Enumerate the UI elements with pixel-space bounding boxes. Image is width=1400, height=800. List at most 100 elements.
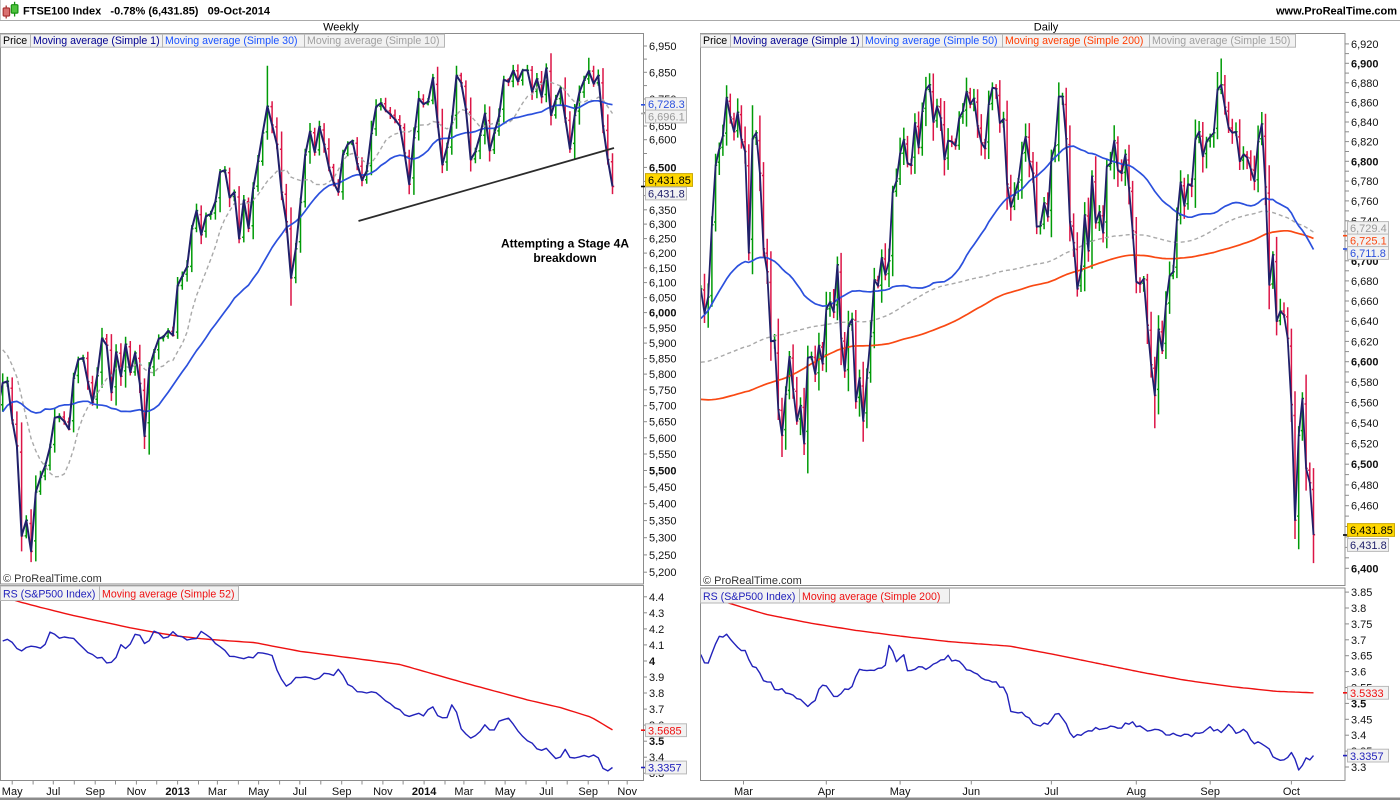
svg-text:May: May — [495, 786, 516, 798]
svg-text:6,431.8: 6,431.8 — [648, 189, 685, 201]
svg-text:6,760: 6,760 — [1351, 196, 1379, 208]
svg-text:6,400: 6,400 — [1351, 563, 1379, 575]
svg-text:Attempting a Stage 4A: Attempting a Stage 4A — [501, 237, 629, 251]
svg-text:3.9: 3.9 — [649, 672, 664, 684]
svg-text:Moving average (Simple 1): Moving average (Simple 1) — [733, 35, 860, 47]
svg-text:3.5: 3.5 — [649, 736, 664, 748]
svg-text:3.3357: 3.3357 — [648, 763, 682, 775]
svg-text:Weekly: Weekly — [323, 22, 359, 34]
svg-text:Sep: Sep — [332, 786, 352, 798]
svg-text:6,780: 6,780 — [1351, 176, 1379, 188]
svg-text:6,460: 6,460 — [1351, 501, 1379, 513]
svg-text:6,620: 6,620 — [1351, 336, 1379, 348]
svg-text:3.8: 3.8 — [649, 688, 664, 700]
svg-text:6,100: 6,100 — [649, 278, 677, 290]
svg-text:6,200: 6,200 — [649, 248, 677, 260]
svg-text:6,480: 6,480 — [1351, 480, 1379, 492]
svg-text:6,696.1: 6,696.1 — [648, 112, 685, 124]
svg-text:Jul: Jul — [293, 786, 307, 798]
svg-text:Sep: Sep — [1200, 786, 1220, 798]
svg-text:5,350: 5,350 — [649, 516, 677, 528]
svg-text:5,550: 5,550 — [649, 449, 677, 461]
svg-text:www.ProRealTime.com: www.ProRealTime.com — [1275, 6, 1397, 18]
svg-text:6,860: 6,860 — [1351, 97, 1379, 109]
svg-text:6,000: 6,000 — [649, 308, 677, 320]
svg-text:5,400: 5,400 — [649, 499, 677, 511]
svg-text:3.8: 3.8 — [1351, 603, 1366, 615]
svg-text:6,640: 6,640 — [1351, 316, 1379, 328]
svg-text:6,728.3: 6,728.3 — [648, 99, 685, 111]
svg-text:May: May — [890, 786, 911, 798]
svg-text:5,300: 5,300 — [649, 533, 677, 545]
svg-text:Moving average (Simple 1): Moving average (Simple 1) — [33, 35, 160, 47]
svg-text:6,250: 6,250 — [649, 234, 677, 246]
svg-text:5,950: 5,950 — [649, 323, 677, 335]
svg-text:Sep: Sep — [578, 786, 598, 798]
svg-text:6,820: 6,820 — [1351, 137, 1379, 149]
svg-text:© ProRealTime.com: © ProRealTime.com — [3, 573, 102, 585]
svg-text:Daily: Daily — [1034, 22, 1059, 34]
svg-text:6,500: 6,500 — [1351, 459, 1379, 471]
svg-text:5,600: 5,600 — [649, 433, 677, 445]
svg-text:3.85: 3.85 — [1351, 587, 1372, 599]
svg-text:6,850: 6,850 — [649, 67, 677, 79]
svg-text:6,050: 6,050 — [649, 293, 677, 305]
svg-text:Moving average (Simple 52): Moving average (Simple 52) — [102, 588, 234, 600]
svg-text:6,600: 6,600 — [1351, 357, 1379, 369]
svg-text:6,520: 6,520 — [1351, 439, 1379, 451]
svg-text:6,560: 6,560 — [1351, 398, 1379, 410]
svg-text:3.75: 3.75 — [1351, 619, 1372, 631]
svg-text:5,250: 5,250 — [649, 550, 677, 562]
svg-text:5,700: 5,700 — [649, 401, 677, 413]
svg-text:6,650: 6,650 — [649, 121, 677, 133]
svg-text:Sep: Sep — [85, 786, 105, 798]
svg-text:4.1: 4.1 — [649, 640, 664, 652]
svg-text:5,750: 5,750 — [649, 385, 677, 397]
svg-text:4.2: 4.2 — [649, 624, 664, 636]
svg-text:6,660: 6,660 — [1351, 296, 1379, 308]
svg-text:5,900: 5,900 — [649, 338, 677, 350]
svg-text:Nov: Nov — [127, 786, 147, 798]
svg-text:6,880: 6,880 — [1351, 78, 1379, 90]
svg-text:6,800: 6,800 — [1351, 156, 1379, 168]
svg-text:Moving average (Simple 150): Moving average (Simple 150) — [1152, 35, 1290, 47]
svg-text:6,431.85: 6,431.85 — [1350, 525, 1393, 537]
svg-text:5,450: 5,450 — [649, 482, 677, 494]
svg-text:3.5: 3.5 — [1351, 698, 1366, 710]
svg-text:breakdown: breakdown — [533, 251, 596, 265]
svg-text:RS (S&P500 Index): RS (S&P500 Index) — [703, 591, 795, 603]
svg-text:Moving average (Simple 10): Moving average (Simple 10) — [307, 35, 439, 47]
svg-text:3.3: 3.3 — [1351, 762, 1366, 774]
svg-text:6,350: 6,350 — [649, 205, 677, 217]
svg-text:3.5685: 3.5685 — [648, 725, 682, 737]
svg-text:5,650: 5,650 — [649, 417, 677, 429]
svg-text:5,200: 5,200 — [649, 567, 677, 579]
svg-text:6,431.85: 6,431.85 — [648, 175, 691, 187]
svg-text:Moving average (Simple 200): Moving average (Simple 200) — [1005, 35, 1143, 47]
svg-text:Apr: Apr — [818, 786, 835, 798]
svg-text:Price: Price — [703, 35, 727, 47]
svg-text:3.7: 3.7 — [649, 704, 664, 716]
svg-text:6,680: 6,680 — [1351, 276, 1379, 288]
svg-text:5,800: 5,800 — [649, 369, 677, 381]
svg-text:5,850: 5,850 — [649, 354, 677, 366]
svg-text:May: May — [248, 786, 269, 798]
svg-text:6,711.8: 6,711.8 — [1350, 248, 1386, 260]
svg-text:4: 4 — [649, 656, 656, 668]
svg-text:6,729.4: 6,729.4 — [1350, 223, 1387, 235]
svg-text:3.3357: 3.3357 — [1350, 751, 1384, 763]
svg-text:RS (S&P500 Index): RS (S&P500 Index) — [3, 588, 95, 600]
svg-text:Oct: Oct — [1283, 786, 1300, 798]
svg-text:6,580: 6,580 — [1351, 377, 1379, 389]
svg-text:Price: Price — [3, 35, 27, 47]
svg-text:6,600: 6,600 — [649, 135, 677, 147]
svg-text:4.3: 4.3 — [649, 608, 664, 620]
svg-text:2014: 2014 — [412, 786, 437, 798]
svg-text:Jul: Jul — [1044, 786, 1058, 798]
svg-text:6,150: 6,150 — [649, 263, 677, 275]
svg-text:6,950: 6,950 — [649, 41, 677, 53]
svg-text:6,725.1: 6,725.1 — [1350, 236, 1387, 248]
svg-text:3.65: 3.65 — [1351, 651, 1372, 663]
svg-text:Mar: Mar — [454, 786, 473, 798]
svg-text:6,900: 6,900 — [1351, 58, 1379, 70]
